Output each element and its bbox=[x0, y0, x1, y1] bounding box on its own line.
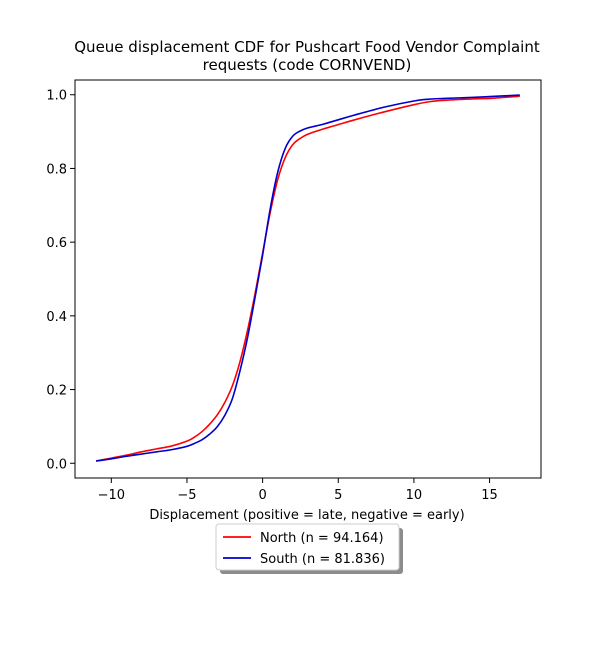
x-tick-label: −10 bbox=[98, 488, 125, 503]
y-tick-label: 0.8 bbox=[46, 162, 67, 177]
x-tick-label: 10 bbox=[406, 488, 423, 503]
chart-title-line-2: requests (code CORNVEND) bbox=[203, 56, 412, 74]
y-tick-label: 0.6 bbox=[46, 236, 67, 251]
legend-label: North (n = 94.164) bbox=[260, 531, 384, 546]
x-tick-label: −5 bbox=[177, 488, 196, 503]
x-tick-label: 15 bbox=[481, 488, 498, 503]
legend: North (n = 94.164) South (n = 81.836) bbox=[215, 523, 403, 574]
legend-entries: North (n = 94.164) South (n = 81.836) bbox=[223, 531, 385, 567]
x-tick-label: 0 bbox=[258, 488, 266, 503]
legend-box bbox=[215, 523, 400, 571]
plot-area bbox=[74, 79, 542, 479]
series-lines bbox=[96, 94, 520, 462]
legend-label: South (n = 81.836) bbox=[260, 552, 385, 567]
series-line-0 bbox=[96, 95, 520, 462]
y-axis: 0.0 0.2 0.4 0.6 0.8 1.0 bbox=[46, 89, 75, 472]
x-tick-label: 5 bbox=[334, 488, 342, 503]
x-axis: −10 −5 0 5 10 15 bbox=[98, 478, 498, 503]
series-line-1 bbox=[96, 94, 520, 462]
chart-title-line-1: Queue displacement CDF for Pushcart Food… bbox=[74, 38, 540, 56]
y-tick-label: 0.4 bbox=[46, 310, 67, 325]
y-tick-label: 0.0 bbox=[46, 457, 67, 472]
y-tick-label: 1.0 bbox=[46, 89, 67, 104]
x-axis-label: Displacement (positive = late, negative … bbox=[149, 508, 464, 523]
y-tick-label: 0.2 bbox=[46, 384, 67, 399]
